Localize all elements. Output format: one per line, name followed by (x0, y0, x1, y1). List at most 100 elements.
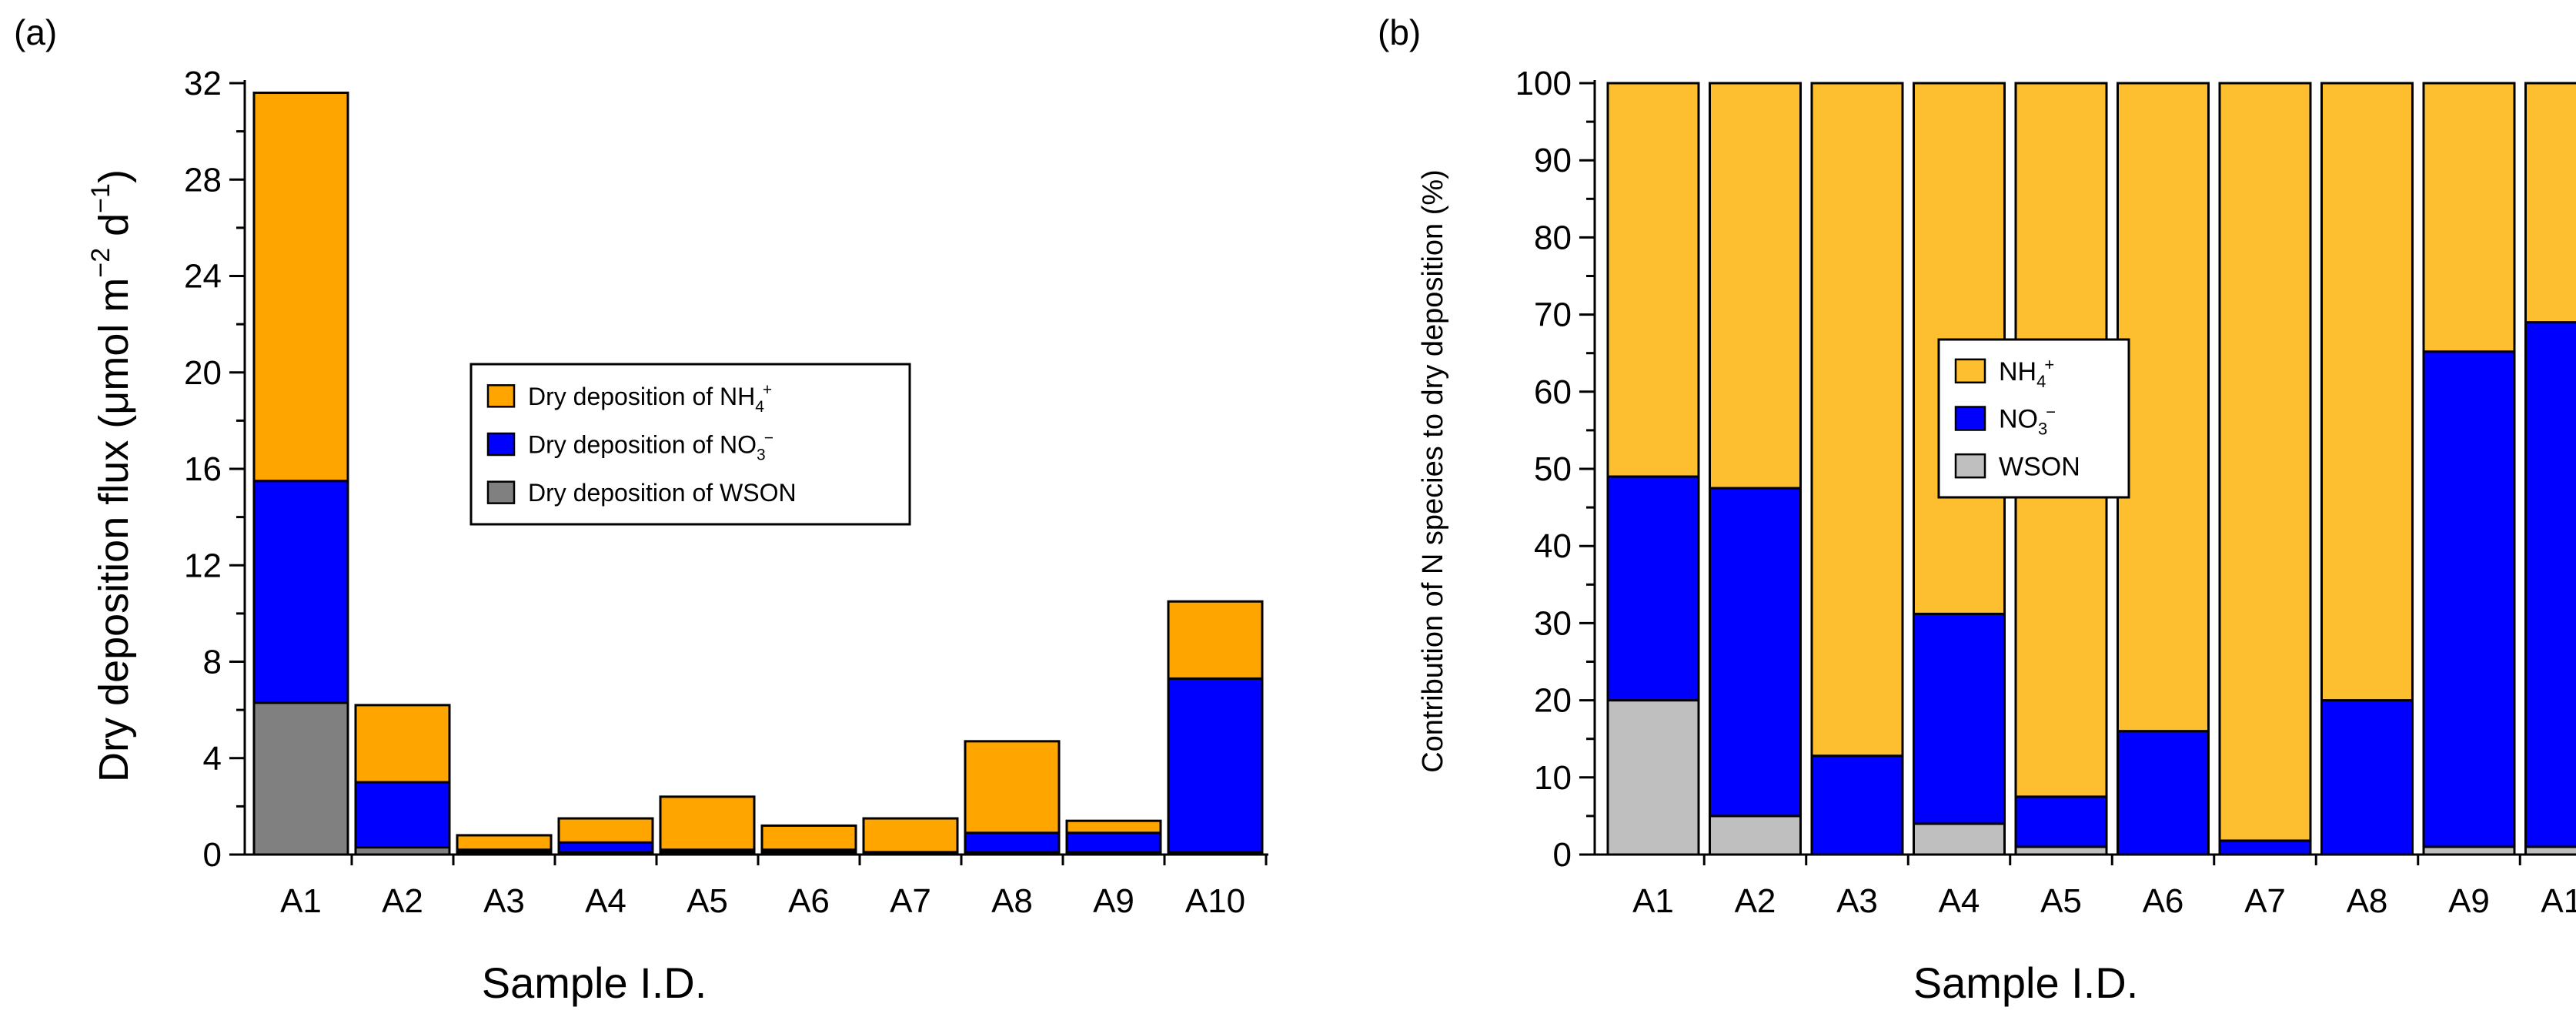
x-tick-label: A5 (2040, 882, 2082, 920)
legend-label-base: Dry deposition of NO (528, 431, 757, 459)
bar-a3-nh (456, 834, 553, 851)
bar-a3-nh (1810, 82, 1904, 758)
panel-b-y-axis-title: Contribution of N species to dry deposit… (1417, 169, 1449, 773)
panel-a-y-axis-title: Dry deposition flux (μmol m−2 d−1) (86, 169, 137, 782)
bar-a8-nh (2320, 82, 2414, 702)
bar-a2-no (1709, 487, 1802, 818)
legend-label-base: Dry deposition of WSON (528, 479, 797, 507)
x-tick-label: A4 (585, 882, 626, 920)
bar-a1-wson (252, 701, 349, 856)
bar-a7-nh (2218, 82, 2312, 842)
bar-a9-nh (1065, 819, 1162, 835)
bar-a1-no (1606, 475, 1700, 702)
bar-a1-nh (1606, 82, 1700, 478)
panel-a-label: (a) (14, 12, 57, 52)
bar-a10-no (1167, 677, 1264, 854)
bar-a10-wson (2524, 845, 2576, 856)
legend-label-sub: 4 (2036, 372, 2046, 391)
x-tick-label: A6 (2143, 882, 2184, 920)
bar-a3-no (1810, 754, 1904, 856)
bar-a10-nh (2524, 82, 2576, 324)
legend-label-sup: + (2044, 355, 2054, 374)
bar-a5-no (2014, 795, 2108, 848)
bar-a10-no (2524, 321, 2576, 848)
bar-a4-no (1913, 612, 2006, 825)
legend-swatch (486, 480, 516, 504)
x-tick-label: A2 (1735, 882, 1776, 920)
y-tick-label: 28 (184, 161, 222, 199)
y-tick-label: 24 (184, 258, 222, 296)
panel-b-bars (1606, 82, 2576, 856)
y-title-exp2: −1 (86, 183, 115, 213)
y-tick-label: 80 (1534, 219, 1572, 256)
bar-a8-no (2320, 699, 2414, 856)
panel-a-bars (252, 92, 1264, 856)
x-tick-label: A7 (890, 882, 931, 920)
legend-label: NH4+ (1999, 355, 2054, 391)
bar-a6-no (2117, 730, 2210, 856)
panel-b-chart: (b) Contribution of N species to dry dep… (1378, 12, 2576, 1007)
y-tick-label: 32 (184, 65, 222, 102)
legend-swatch (486, 432, 516, 457)
bar-a7-no (2218, 839, 2312, 856)
bar-a8-nh (964, 740, 1061, 835)
x-tick-label: A1 (1632, 882, 1674, 920)
panel-a-legend: Dry deposition of NH4+ Dry deposition of … (469, 363, 911, 526)
legend-label: NO3− (1999, 403, 2056, 439)
bar-a2-no (354, 781, 451, 849)
x-tick-label: A9 (2448, 882, 2490, 920)
legend-label-base: NH (1999, 357, 2036, 386)
y-tick-label: 16 (184, 450, 222, 488)
y-tick-label: 60 (1534, 373, 1572, 411)
panel-a-axes: A1 A2 A3 A4 A5 A6 A7 A8 A9 A10 0 4 8 12 16 20 24 28 32 (184, 65, 1268, 920)
y-title-main: Dry deposition flux (μmol m (91, 278, 137, 782)
legend-label: WSON (1999, 452, 2080, 481)
legend-label: Dry deposition of WSON (528, 479, 797, 507)
y-tick-label: 12 (184, 547, 222, 584)
bar-a2-wson (1709, 815, 1802, 856)
legend-label-sup: − (2046, 403, 2056, 422)
y-title-end: ) (91, 169, 137, 183)
bar-a2-nh (354, 704, 451, 784)
legend-label-sup: + (763, 381, 772, 399)
legend-label: Dry deposition of NO3− (528, 430, 773, 464)
x-tick-label: A1 (280, 882, 322, 920)
bar-a1-nh (252, 92, 349, 483)
x-tick-label: A3 (483, 882, 525, 920)
bar-a9-wson (2422, 845, 2516, 856)
bar-a9-no (2422, 350, 2516, 848)
x-tick-label: A5 (687, 882, 728, 920)
y-tick-label: 100 (1515, 65, 1572, 102)
y-title-exp1: −2 (86, 248, 115, 278)
legend-label-sub: 3 (2038, 420, 2047, 439)
y-tick-label: 50 (1534, 450, 1572, 488)
legend-label: Dry deposition of NH4+ (528, 381, 772, 416)
bar-a4-wson (1913, 822, 2006, 856)
legend-swatch (1954, 453, 1986, 479)
legend-swatch (486, 384, 516, 408)
bar-a4-nh (557, 817, 654, 844)
panel-b-axes: A1 A2 A3 A4 A5 A6 A7 A8 A9 A10 0 10 20 30 40 50 60 70 80 90… (1515, 65, 2576, 920)
bar-a8-no (964, 831, 1061, 854)
bar-a6-nh (760, 824, 857, 851)
x-tick-label: A6 (788, 882, 830, 920)
x-tick-label: A10 (2541, 882, 2576, 920)
bar-a2-nh (1709, 82, 1802, 490)
y-tick-label: 40 (1534, 527, 1572, 565)
bar-a9-nh (2422, 82, 2516, 353)
panel-b-legend: NH4+ NO3− WSON (1937, 338, 2130, 499)
legend-swatch (1954, 358, 1986, 384)
panel-a-x-axis-title: Sample I.D. (482, 958, 707, 1007)
y-tick-label: 20 (1534, 682, 1572, 720)
x-tick-label: A8 (991, 882, 1033, 920)
bar-a6-nh (2117, 82, 2210, 733)
y-tick-label: 4 (203, 740, 222, 778)
x-tick-label: A3 (1836, 882, 1878, 920)
legend-swatch (1954, 406, 1986, 431)
legend-label-base: NO (1999, 405, 2038, 434)
x-tick-label: A4 (1939, 882, 1980, 920)
bar-a10-nh (1167, 600, 1264, 680)
bar-a4-no (557, 841, 654, 854)
legend-label-base: WSON (1999, 452, 2080, 481)
